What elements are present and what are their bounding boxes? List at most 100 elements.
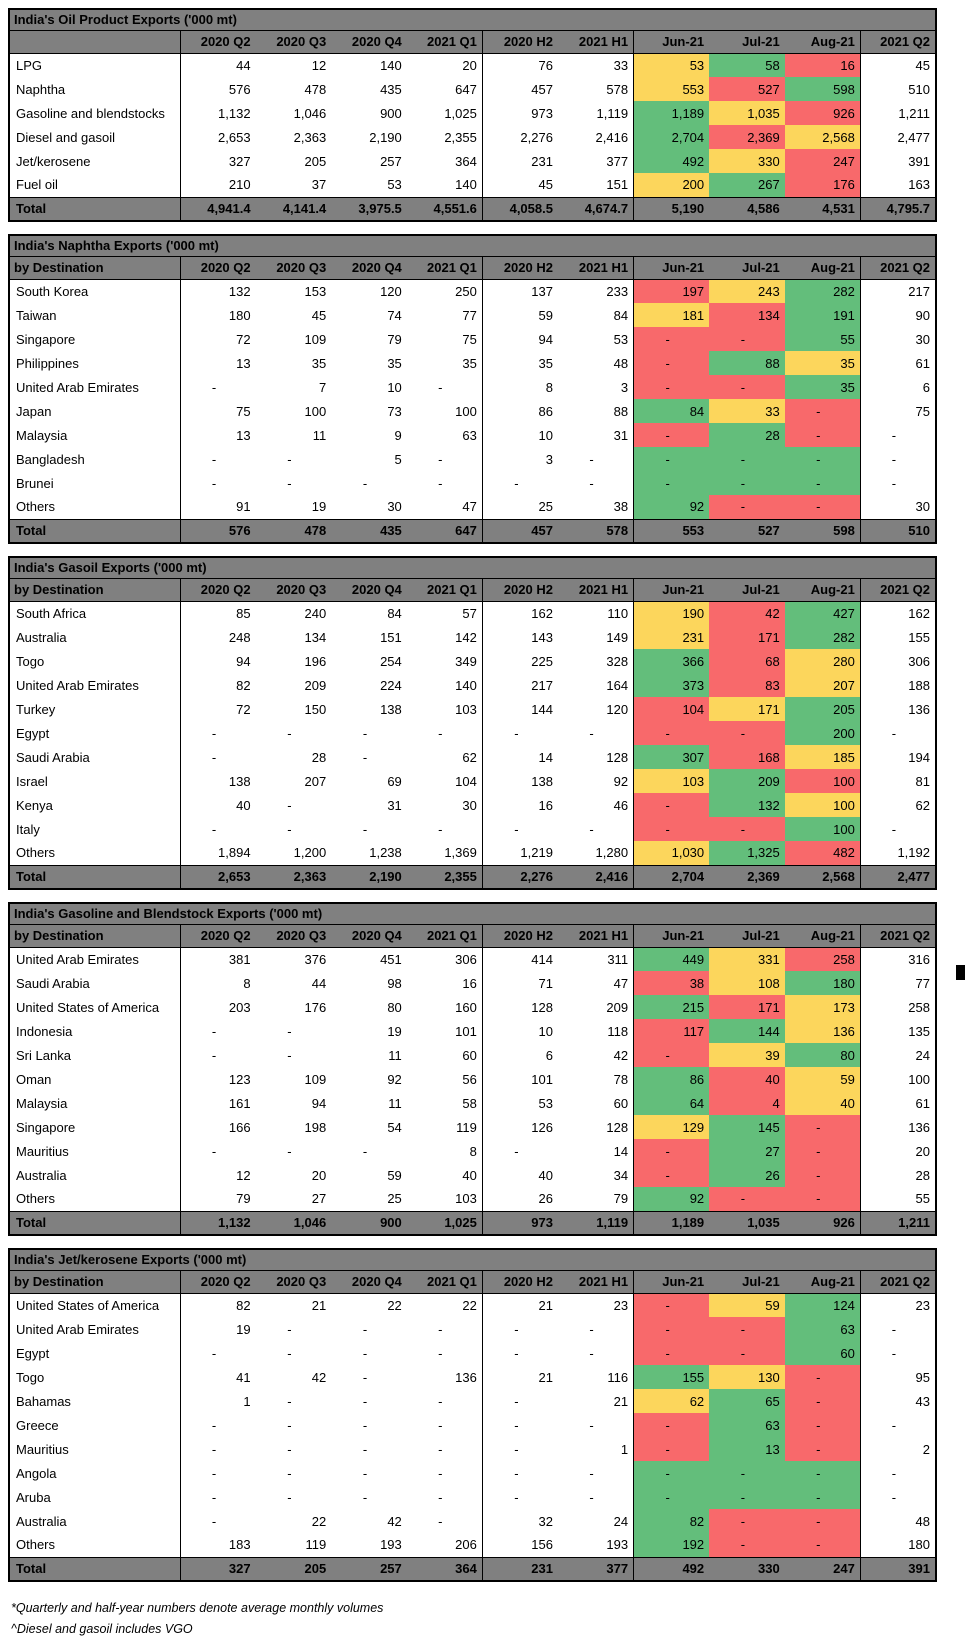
value-cell: 92 bbox=[633, 1187, 710, 1211]
column-header-2020-q3: 2020 Q3 bbox=[255, 1270, 332, 1294]
value-cell: 168 bbox=[709, 745, 785, 769]
value-cell: 193 bbox=[606, 1537, 629, 1553]
value-cell: - bbox=[179, 1437, 256, 1461]
column-header-aug-21: Aug-21 bbox=[784, 1270, 861, 1294]
value-cell: 33 bbox=[709, 399, 785, 423]
table-row: United Arab Emirates 19- - - - - - -63- bbox=[9, 1317, 936, 1341]
total-value: 4,795.7 bbox=[859, 196, 936, 221]
value-cell: 55 bbox=[784, 327, 861, 351]
table-row: Singapore 72 109 79 75 94 53- -55 30 bbox=[9, 327, 936, 351]
value-cell: 155 bbox=[633, 1365, 710, 1389]
column-header-2020-h2: 2020 H2 bbox=[481, 578, 558, 602]
value-cell: 215 bbox=[633, 995, 710, 1019]
value-cell: 6 bbox=[859, 375, 936, 399]
value-cell: 1,280 bbox=[595, 845, 629, 861]
value-cell: 135 bbox=[859, 1019, 936, 1043]
row-label: Naphtha bbox=[16, 81, 66, 97]
value-cell: 45 bbox=[859, 53, 936, 77]
table-row: Mauritius - - -8-14-27-20 bbox=[9, 1139, 936, 1163]
value-cell: 198 bbox=[304, 1119, 327, 1135]
value-cell: - bbox=[784, 1533, 861, 1557]
value-cell: 28 bbox=[709, 423, 785, 447]
value-cell: - bbox=[438, 1393, 443, 1409]
value-cell: - bbox=[362, 1489, 368, 1505]
value-cell: 316 bbox=[859, 947, 936, 971]
column-header-aug-21: Aug-21 bbox=[784, 30, 861, 54]
value-cell: - bbox=[362, 1143, 368, 1159]
total-value: 327 bbox=[179, 1556, 256, 1581]
total-value: 1,046 bbox=[255, 1210, 332, 1235]
value-cell: - bbox=[633, 1461, 710, 1485]
value-cell: 79 bbox=[387, 331, 402, 347]
value-cell: 91 bbox=[179, 495, 256, 519]
table-row: Others 1,894 1,200 1,238 1,369 1,219 1,280 1,03… bbox=[9, 841, 936, 865]
row-label: Bahamas bbox=[16, 1393, 71, 1409]
value-cell: 47 bbox=[613, 975, 629, 991]
total-row: Total 2,653 2,363 2,190 2,355 2,276 2,416 2,704… bbox=[9, 864, 936, 889]
value-cell: - bbox=[589, 451, 594, 467]
footnote-average-volumes: *Quarterly and half-year numbers denote … bbox=[11, 1601, 384, 1615]
value-cell: - bbox=[179, 745, 256, 769]
value-cell: - bbox=[179, 1341, 256, 1365]
value-cell: 151 bbox=[380, 629, 402, 645]
value-cell: - bbox=[709, 495, 785, 519]
value-cell: - bbox=[709, 1509, 785, 1533]
value-cell: 47 bbox=[462, 499, 477, 515]
value-cell: - bbox=[784, 1413, 861, 1437]
value-cell: 61 bbox=[859, 351, 936, 375]
value-cell: 2,363 bbox=[293, 129, 327, 145]
table-row: Egypt - - - - - - - -60- bbox=[9, 1341, 936, 1365]
value-cell: - bbox=[709, 1187, 785, 1211]
total-value: 330 bbox=[709, 1556, 785, 1581]
table-row: Egypt - - - - - - - -200- bbox=[9, 721, 936, 745]
value-cell: 162 bbox=[859, 601, 936, 625]
value-cell: 56 bbox=[462, 1071, 477, 1087]
row-label: South Korea bbox=[16, 283, 89, 299]
value-cell: 73 bbox=[387, 403, 402, 419]
column-header-jul-21: Jul-21 bbox=[709, 256, 785, 280]
total-value: 4,531 bbox=[784, 196, 861, 221]
value-cell: 598 bbox=[784, 77, 861, 101]
value-cell: 137 bbox=[481, 279, 558, 303]
value-cell: 45 bbox=[481, 173, 558, 197]
row-label: Oman bbox=[16, 1071, 52, 1087]
value-cell: - bbox=[859, 1461, 936, 1485]
value-cell: 10 bbox=[481, 1019, 558, 1043]
value-cell: 136 bbox=[784, 1019, 861, 1043]
value-cell: - bbox=[709, 1461, 785, 1485]
value-cell: 100 bbox=[304, 403, 327, 419]
value-cell: - bbox=[481, 1461, 558, 1485]
value-cell: 100 bbox=[784, 817, 861, 841]
row-label: United Arab Emirates bbox=[16, 379, 139, 395]
column-header-2021-q1: 2021 Q1 bbox=[406, 30, 483, 54]
value-cell: 25 bbox=[481, 495, 558, 519]
table-row: Togo 41 42-136 21 116 155 130-95 bbox=[9, 1365, 936, 1389]
value-cell: 78 bbox=[613, 1071, 629, 1087]
table-row: Others 183 119 193 206 156 193 192- -180 bbox=[9, 1533, 936, 1557]
row-label: Togo bbox=[16, 1369, 45, 1385]
row-label: Australia bbox=[16, 1167, 67, 1183]
value-cell: - bbox=[589, 475, 594, 491]
value-cell: 243 bbox=[709, 279, 785, 303]
value-cell: 43 bbox=[859, 1389, 936, 1413]
value-cell: - bbox=[179, 1485, 256, 1509]
value-cell: 53 bbox=[633, 53, 710, 77]
label-column-header bbox=[9, 30, 180, 54]
value-cell: 1,369 bbox=[444, 845, 477, 861]
value-cell: 42 bbox=[709, 601, 785, 625]
value-cell: 282 bbox=[784, 279, 861, 303]
value-cell: 328 bbox=[606, 653, 629, 669]
total-value: 598 bbox=[784, 518, 861, 543]
value-cell: - bbox=[438, 725, 443, 741]
table-row: Taiwan 180 45 74 77 59 84 181 134 191 90 bbox=[9, 303, 936, 327]
table-row: Israel 138 207 69 104 138 92 103 209 100 81 bbox=[9, 769, 936, 793]
value-cell: - bbox=[438, 451, 443, 467]
value-cell: 171 bbox=[709, 625, 785, 649]
value-cell: 53 bbox=[387, 177, 402, 193]
total-value: 527 bbox=[709, 518, 785, 543]
value-cell: - bbox=[784, 1437, 861, 1461]
value-cell: - bbox=[287, 725, 292, 741]
total-value: 4,551.6 bbox=[406, 196, 483, 221]
value-cell: - bbox=[633, 1413, 710, 1437]
value-cell: - bbox=[859, 1317, 936, 1341]
